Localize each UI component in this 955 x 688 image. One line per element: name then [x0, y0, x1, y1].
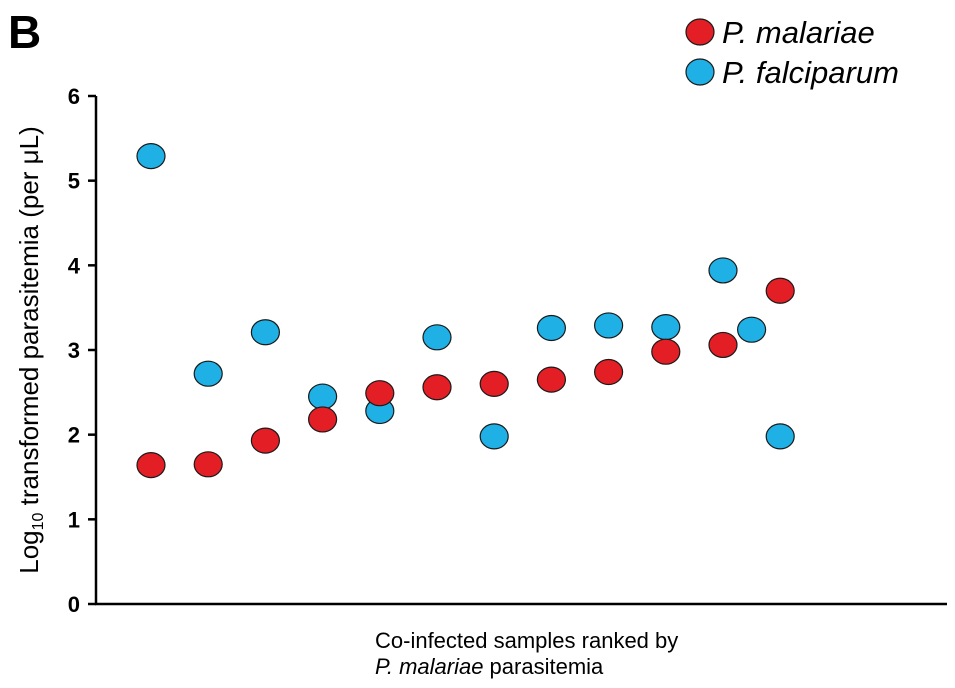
- data-point-p-falciparum: [136, 143, 166, 170]
- data-point-p-malariae: [308, 406, 338, 433]
- data-point-p-malariae: [422, 374, 452, 401]
- data-point-p-malariae: [536, 366, 567, 393]
- data-point-p-malariae: [479, 370, 509, 397]
- y-tick-label: 1: [68, 507, 80, 532]
- data-point-p-falciparum: [479, 423, 509, 450]
- y-axis-title-suffix: transformed parasitemia (per μL): [14, 126, 44, 512]
- data-point-p-malariae: [593, 358, 624, 386]
- x-axis-title-line2: P. malariae parasitemia: [375, 654, 604, 679]
- data-points: [136, 143, 795, 479]
- y-tick-label: 6: [68, 84, 80, 109]
- legend: P. malariae P. falciparum: [685, 15, 899, 90]
- y-tick-label: 4: [68, 253, 81, 278]
- data-point-p-falciparum: [250, 319, 280, 346]
- x-axis-title-line1: Co-infected samples ranked by: [375, 628, 678, 653]
- data-point-p-malariae: [250, 427, 280, 454]
- y-tick-label: 3: [68, 338, 80, 363]
- y-tick-label: 0: [68, 592, 80, 617]
- data-point-p-falciparum: [536, 314, 567, 342]
- panel-letter: B: [8, 6, 41, 58]
- legend-label-p-falciparum: P. falciparum: [722, 55, 899, 90]
- legend-label-p-malariae: P. malariae: [722, 15, 875, 50]
- x-axis-title-rest: parasitemia: [483, 654, 604, 679]
- legend-swatch-p-malariae: [685, 18, 715, 46]
- data-point-p-falciparum: [736, 316, 767, 343]
- data-point-p-falciparum: [651, 314, 681, 341]
- data-point-p-falciparum: [422, 324, 452, 351]
- y-axis-title-subscript: 10: [30, 512, 47, 530]
- data-point-p-falciparum: [593, 312, 624, 339]
- y-tick-label: 2: [68, 423, 80, 448]
- data-point-p-malariae: [651, 338, 681, 365]
- y-tick-label: 5: [68, 169, 80, 194]
- data-point-p-malariae: [193, 451, 223, 478]
- data-point-p-falciparum: [765, 423, 795, 450]
- legend-swatch-p-falciparum: [685, 58, 715, 86]
- data-point-p-malariae: [765, 277, 795, 304]
- data-point-p-malariae: [365, 380, 395, 407]
- data-point-p-malariae: [708, 331, 738, 359]
- y-axis-title-prefix: Log: [14, 530, 44, 573]
- data-point-p-falciparum: [193, 360, 223, 387]
- data-point-p-falciparum: [708, 257, 738, 284]
- data-point-p-malariae: [136, 452, 166, 479]
- data-point-p-falciparum: [308, 383, 338, 410]
- y-axis-title: Log10 transformed parasitemia (per μL): [14, 126, 47, 574]
- x-axis-title-italic: P. malariae: [375, 654, 483, 679]
- y-ticks: 0 1 2 3 4 5 6: [68, 84, 96, 617]
